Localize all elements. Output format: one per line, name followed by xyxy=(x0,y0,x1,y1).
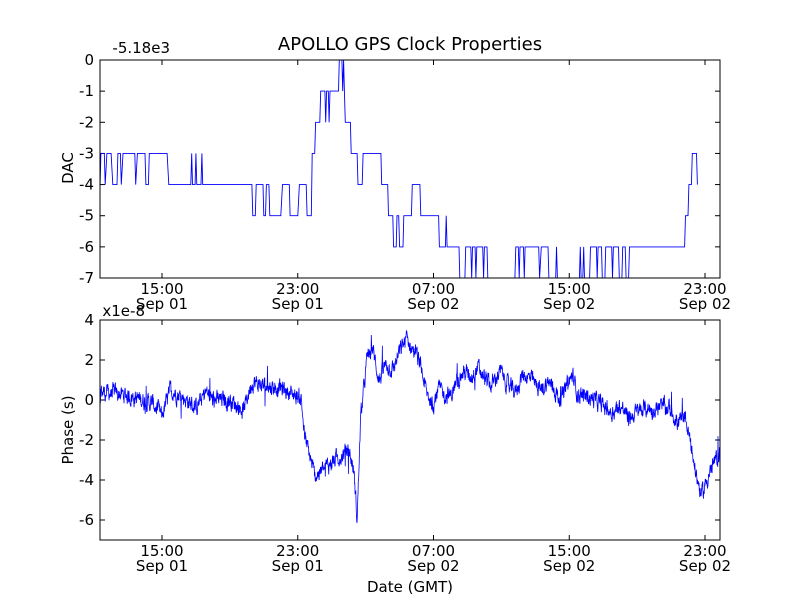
dac-xtick-time: 15:00 xyxy=(548,280,591,298)
phase-ytick-label: -4 xyxy=(79,471,94,489)
dac-ytick-label: -1 xyxy=(79,82,94,100)
phase-xtick-time: 15:00 xyxy=(140,542,183,560)
dac-xtick-date: Sep 02 xyxy=(543,295,595,313)
phase-xtick-date: Sep 01 xyxy=(136,557,188,575)
phase-xtick-date: Sep 01 xyxy=(272,557,324,575)
x-axis-label: Date (GMT) xyxy=(367,578,453,596)
phase-ytick-label: -2 xyxy=(79,431,94,449)
dac-xtick-time: 23:00 xyxy=(276,280,319,298)
phase-xtick-date: Sep 02 xyxy=(407,557,459,575)
dac-ytick-label: -2 xyxy=(79,113,94,131)
phase-xtick-time: 15:00 xyxy=(548,542,591,560)
dac-axes-frame xyxy=(99,59,721,279)
phase-ytick-label: -6 xyxy=(79,511,94,529)
dac-ytick-label: -7 xyxy=(79,269,94,287)
phase-xtick-date: Sep 02 xyxy=(543,557,595,575)
phase-axes-frame xyxy=(99,319,721,541)
phase-ytick-label: 0 xyxy=(84,391,94,409)
dac-xtick-date: Sep 02 xyxy=(679,295,731,313)
dac-y-ticks: 0 -1 -2 -3 -4 -5 -6 -7 xyxy=(79,51,720,287)
phase-ytick-label: 2 xyxy=(84,351,94,369)
phase-ytick-label: 4 xyxy=(84,311,94,329)
phase-xtick-time: 23:00 xyxy=(276,542,319,560)
dac-xtick-time: 15:00 xyxy=(140,280,183,298)
dac-ytick-label: -6 xyxy=(79,238,94,256)
phase-line xyxy=(100,330,720,523)
dac-y-label: DAC xyxy=(59,152,77,184)
dac-xtick-time: 23:00 xyxy=(683,280,726,298)
dac-ytick-label: 0 xyxy=(84,51,94,69)
dac-xtick-time: 07:00 xyxy=(412,280,455,298)
phase-y-ticks: 4 2 0 -2 -4 -6 xyxy=(79,311,720,529)
dac-offset-label: -5.18e3 xyxy=(112,39,170,57)
dac-xtick-date: Sep 02 xyxy=(407,295,459,313)
chart-title: APOLLO GPS Clock Properties xyxy=(278,34,542,55)
dac-ytick-label: -5 xyxy=(79,207,94,225)
phase-y-label: Phase (s) xyxy=(59,395,77,464)
dac-ytick-label: -3 xyxy=(79,144,94,162)
phase-xtick-time: 07:00 xyxy=(412,542,455,560)
dac-ytick-label: -4 xyxy=(79,176,94,194)
phase-xtick-date: Sep 02 xyxy=(679,557,731,575)
phase-series xyxy=(100,330,720,523)
phase-offset-label: x1e-8 xyxy=(102,302,145,320)
dac-xtick-date: Sep 01 xyxy=(272,295,324,313)
dac-xtick-date: Sep 01 xyxy=(136,295,188,313)
phase-xtick-time: 23:00 xyxy=(683,542,726,560)
